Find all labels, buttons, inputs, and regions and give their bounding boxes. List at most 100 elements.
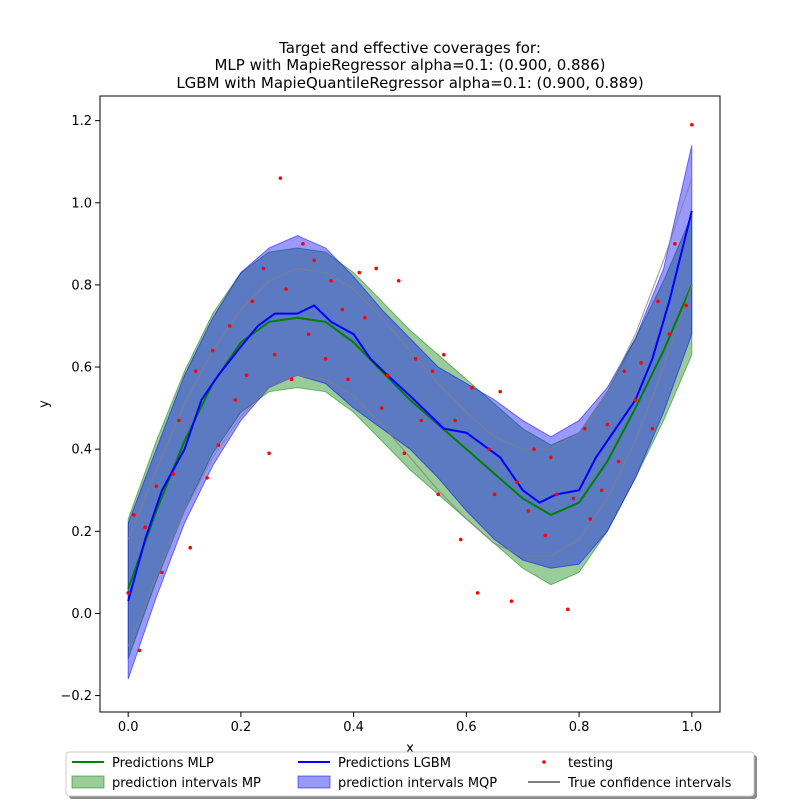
x-tick-label: 1.0 (681, 720, 702, 735)
testing-point (154, 484, 159, 488)
testing-point (566, 607, 570, 612)
y-tick-label: −0.2 (60, 689, 92, 704)
y-tick-label: 0.2 (71, 525, 92, 540)
testing-point (126, 591, 130, 595)
testing-point (413, 357, 418, 361)
testing-point (363, 315, 367, 320)
testing-point (278, 176, 283, 180)
legend-swatch (542, 760, 546, 764)
x-axis: 0.0 0.2 0.4 0.6 0.8 1.0 (118, 712, 702, 735)
testing-point (442, 352, 446, 357)
testing-point (639, 361, 643, 365)
x-tick-label: 0.2 (231, 720, 252, 735)
x-tick-label: 0.6 (456, 720, 477, 735)
testing-point (380, 406, 384, 410)
testing-point (571, 496, 576, 501)
testing-point (323, 357, 328, 361)
testing-point (487, 447, 491, 451)
testing-point (233, 398, 238, 402)
testing-point (605, 422, 610, 427)
testing-point (137, 648, 142, 653)
legend-label: prediction intervals MP (112, 776, 261, 791)
testing-point (419, 418, 424, 423)
testing-point (272, 352, 277, 357)
testing-point (633, 398, 638, 402)
y-tick-label: 0.4 (71, 443, 92, 458)
testing-point (475, 591, 480, 595)
y-tick-label: 0.8 (71, 278, 92, 293)
legend-label: Predictions LGBM (338, 756, 451, 771)
testing-point (509, 599, 514, 603)
testing-point (312, 258, 316, 263)
legend: Predictions MLP Predictions LGBM testing pr… (65, 751, 757, 799)
testing-point (188, 545, 192, 550)
testing-point (656, 299, 660, 304)
testing-point (616, 459, 621, 464)
testing-point (177, 418, 181, 423)
testing-point (599, 488, 604, 493)
plot-frame (99, 95, 721, 713)
testing-point (357, 270, 362, 275)
legend-swatch (71, 775, 105, 789)
testing-point (436, 492, 440, 497)
y-tick-label: 0.0 (71, 607, 92, 622)
testing-point (284, 287, 288, 291)
legend-label: prediction intervals MQP (338, 776, 497, 791)
testing-point (143, 525, 147, 529)
testing-point (582, 426, 587, 431)
testing-point (267, 451, 271, 456)
testing-point (160, 570, 164, 575)
x-tick-label: 0.0 (118, 720, 139, 735)
testing-point (543, 533, 548, 538)
testing-point (492, 492, 497, 497)
testing-point (532, 447, 536, 451)
legend-label: Predictions MLP (112, 756, 214, 771)
testing-point (430, 369, 435, 373)
testing-point (526, 508, 531, 513)
y-axis-label: y (37, 400, 52, 408)
x-tick-label: 0.4 (343, 720, 364, 735)
testing-point (470, 385, 474, 390)
testing-point (289, 377, 294, 382)
testing-point (216, 443, 221, 447)
testing-point (554, 492, 559, 497)
series-line-1 (127, 210, 693, 602)
testing-point (588, 517, 593, 521)
legend-label: True confidence intervals (567, 776, 732, 791)
testing-point (340, 307, 345, 312)
testing-point (329, 279, 333, 283)
testing-point (261, 266, 266, 271)
testing-point (498, 389, 502, 394)
true-ci-lower (127, 284, 693, 647)
plot-area (99, 95, 721, 713)
y-tick-label: 1.2 (71, 114, 92, 129)
y-tick-label: 0.6 (71, 361, 92, 376)
testing-point (690, 122, 694, 127)
title-line-2: MLP with MapieRegressor alpha=0.1: (0.90… (214, 56, 605, 74)
title-line-3: LGBM with MapieQuantileRegressor alpha=0… (176, 74, 643, 92)
testing-point (515, 480, 519, 484)
band-2 (127, 214, 693, 659)
testing-point (132, 513, 136, 517)
testing-point (194, 369, 198, 373)
testing-point (650, 426, 655, 431)
testing-point (205, 476, 209, 480)
true-ci-upper (127, 177, 693, 540)
testing-point (346, 377, 350, 382)
legend-label: testing (568, 756, 613, 771)
testing-point (622, 369, 626, 373)
testing-point (385, 373, 390, 378)
testing-point (306, 332, 311, 336)
testing-point (549, 455, 553, 460)
testing-point (396, 279, 401, 283)
testing-point (250, 299, 254, 304)
testing-point (667, 332, 672, 336)
testing-point (171, 472, 176, 476)
y-axis: −0.2 0.0 0.2 0.4 0.6 0.8 1.0 1.2 (60, 114, 100, 704)
testing-point (210, 348, 215, 353)
testing-point (684, 303, 688, 308)
testing-point (402, 451, 407, 456)
title-line-1: Target and effective coverages for: (278, 39, 541, 57)
y-tick-label: 1.0 (71, 196, 92, 211)
